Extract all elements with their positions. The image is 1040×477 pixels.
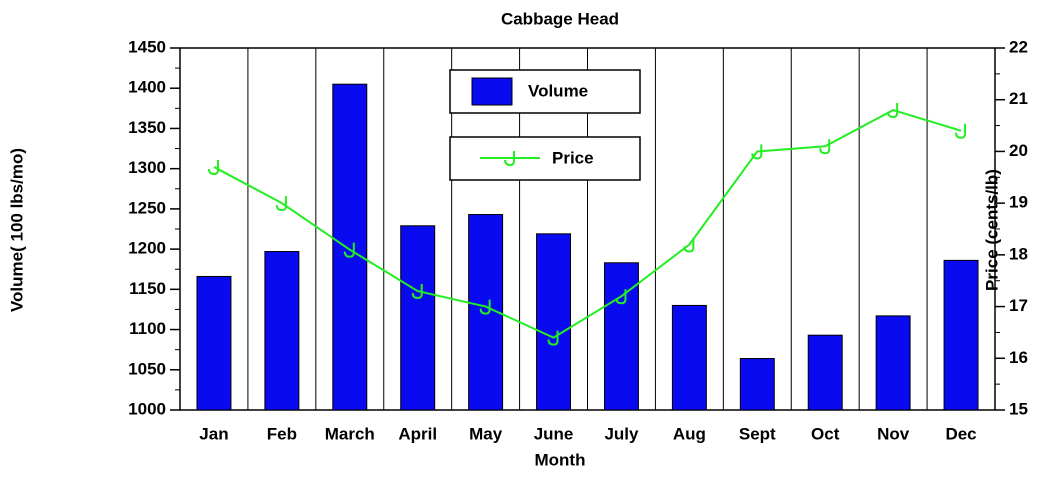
y2-tick-label: 17 [1009,296,1028,315]
bar [739,358,775,411]
x-tick-label: Aug [673,424,706,443]
y2-axis-label: Price (cents/lb) [982,169,1001,291]
y2-tick-label: 21 [1009,89,1028,108]
y2-tick-label: 19 [1009,193,1028,212]
x-tick-label: Sept [739,424,776,443]
x-tick-label: Feb [267,424,297,443]
price-line [213,108,962,339]
bar [468,214,504,411]
y2-tick-label: 22 [1009,37,1028,56]
bar [536,233,572,411]
price-marker [751,144,763,160]
bar [875,315,911,411]
x-tick-label: March [325,424,375,443]
y2-tick-label: 18 [1009,244,1028,263]
bar [400,225,436,411]
y-tick-label: 1150 [129,279,166,298]
y2-tick-label: 20 [1009,141,1028,160]
price-marker [275,196,287,212]
legend-swatch [471,77,513,106]
x-tick-label: May [469,424,503,443]
bar [807,334,843,411]
y-tick-label: 1100 [129,319,166,338]
price-marker [887,103,899,119]
chart-title: Cabbage Head [501,9,619,28]
price-marker [547,330,559,346]
x-axis-label: Month [535,450,586,469]
legend-box [449,136,641,181]
legend-label: Volume [528,81,588,100]
price-marker [683,237,695,253]
x-tick-label: July [604,424,639,443]
y-tick-label: 1400 [128,78,166,97]
bar [332,83,368,411]
price-marker [479,299,491,315]
y-tick-label: 1200 [128,239,166,258]
price-marker [819,139,831,155]
y-tick-label: 1350 [128,118,166,137]
bar [671,304,707,411]
price-marker [343,242,355,258]
legend-label: Price [552,148,594,167]
y-tick-label: 1000 [128,399,166,418]
price-marker [411,284,423,300]
y-axis-label: Volume( 100 lbs/mo) [7,148,26,312]
price-marker [615,289,627,305]
x-tick-label: June [534,424,574,443]
price-marker [955,123,967,139]
bar [264,251,300,411]
x-tick-label: Jan [199,424,228,443]
x-tick-label: April [398,424,437,443]
price-marker [207,159,219,175]
x-tick-label: Oct [811,424,840,443]
y-tick-label: 1050 [128,359,166,378]
y2-tick-label: 16 [1009,348,1028,367]
x-tick-label: Nov [877,424,910,443]
legend-marker [504,151,515,167]
bar [943,259,979,411]
bar [196,275,232,411]
y2-tick-label: 15 [1009,399,1028,418]
x-tick-label: Dec [945,424,976,443]
y-tick-label: 1300 [128,158,166,177]
bar [603,262,639,411]
y-tick-label: 1250 [128,198,166,217]
y-tick-label: 1450 [128,37,166,56]
